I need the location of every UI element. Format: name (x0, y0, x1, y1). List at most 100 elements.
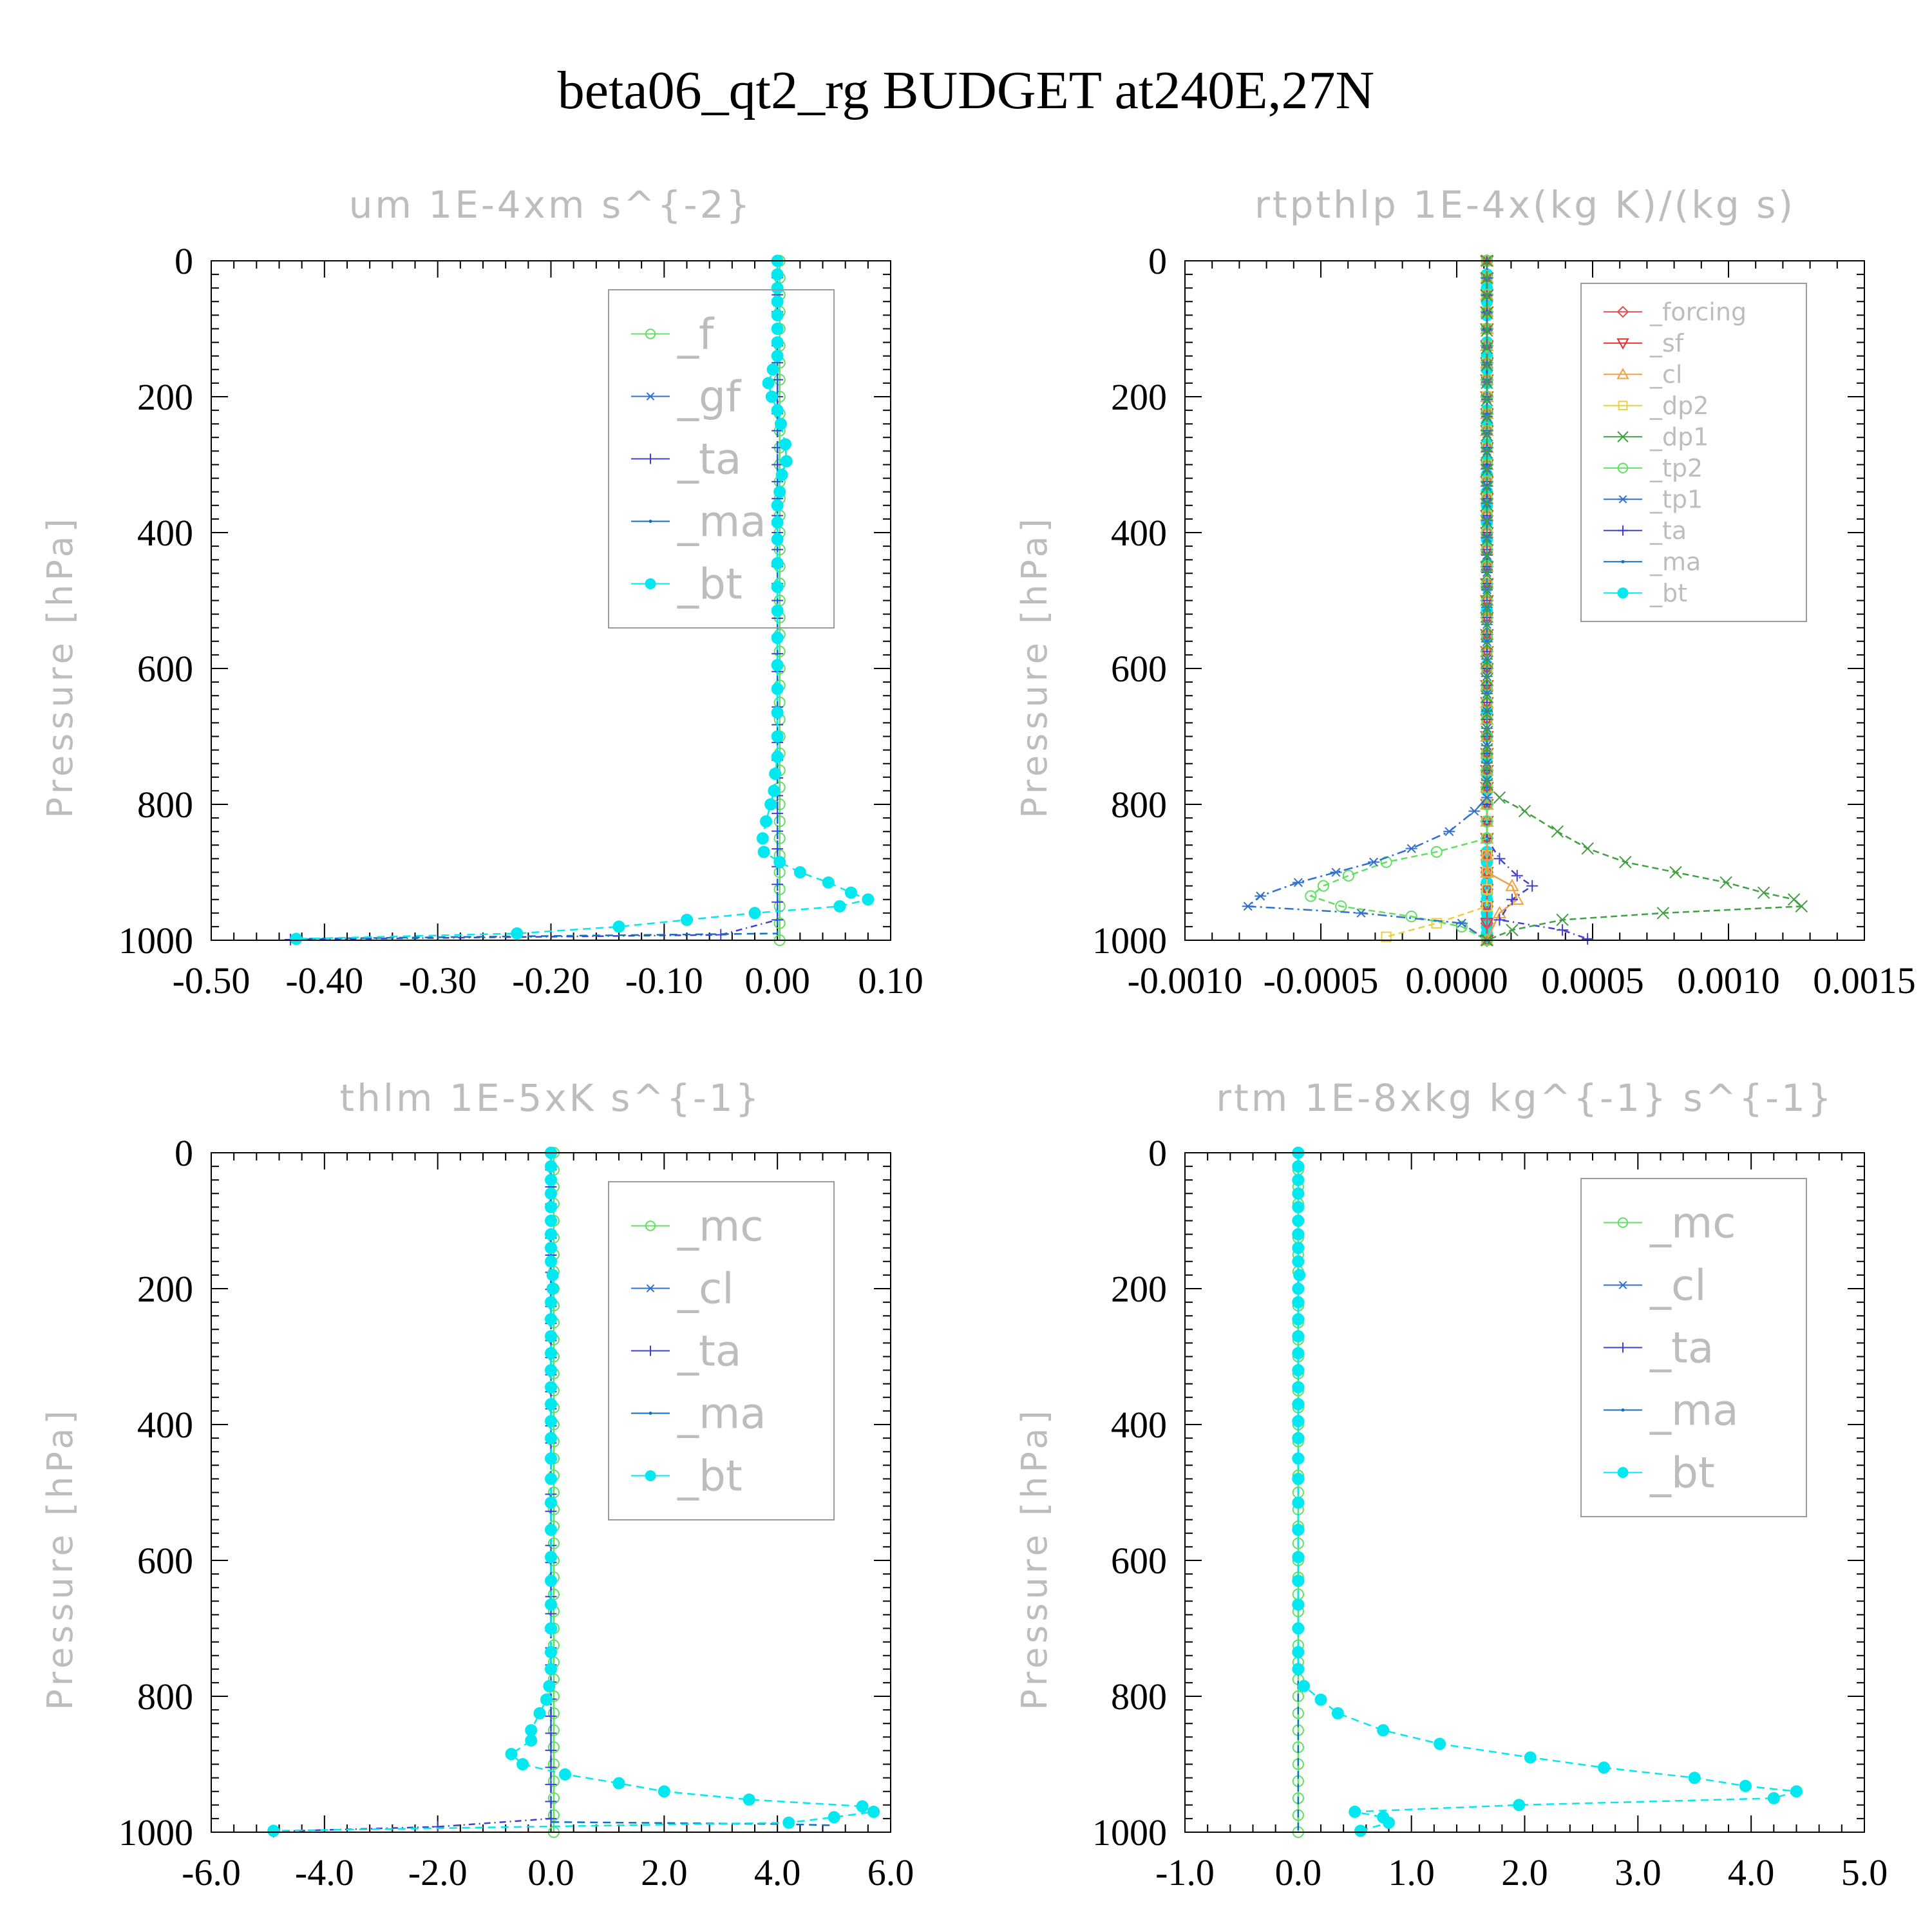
data-point (768, 784, 781, 797)
x-tick-label: -4.0 (295, 1852, 354, 1893)
legend-marker (649, 520, 652, 523)
data-point (1292, 1200, 1305, 1213)
series-bt (267, 1146, 880, 1837)
legend-entry: _ma (631, 1389, 766, 1439)
data-point (1795, 900, 1808, 913)
x-tick-label: 0.0000 (1405, 960, 1508, 1001)
data-point (1292, 1364, 1305, 1377)
legend-marker (1618, 401, 1628, 411)
plot-frame (1184, 1152, 1865, 1833)
y-tick-label: 0 (1148, 1132, 1167, 1174)
legend-label: _bt (677, 1452, 743, 1501)
data-point (1582, 933, 1594, 945)
y-tick-labels: 0 200 400 600 800 1000 (1092, 1132, 1167, 1853)
data-point (1481, 656, 1493, 668)
plot-area (1292, 1146, 1803, 1839)
data-point (545, 1296, 557, 1309)
legend-label: _forcing (1649, 298, 1747, 327)
data-point (1292, 1312, 1305, 1325)
legend-marker (645, 1284, 656, 1293)
x-tick-label: 6.0 (867, 1852, 914, 1893)
data-point (771, 350, 784, 363)
data-point (545, 1496, 557, 1509)
data-point (1506, 923, 1519, 936)
y-axis-label: Pressure [hPa] (1014, 1406, 1055, 1710)
y-tick-label: 800 (1111, 1676, 1167, 1718)
data-point (545, 1812, 557, 1824)
legend-marker (1618, 1281, 1628, 1289)
data-point (1481, 603, 1493, 616)
data-point (1719, 876, 1732, 889)
x-tick-label: -0.0005 (1264, 960, 1379, 1001)
data-point (1493, 791, 1506, 804)
data-point (1292, 1228, 1305, 1241)
y-tick-label: 0 (175, 240, 193, 282)
data-point (1481, 551, 1493, 564)
legend-label: _dp2 (1649, 392, 1709, 420)
legend-label: _ta (677, 435, 741, 484)
x-tick-label: 0.10 (858, 960, 923, 1001)
data-point (1292, 1551, 1305, 1564)
data-point (1757, 886, 1770, 899)
x-tick-label: -0.50 (173, 960, 251, 1001)
data-point (822, 876, 835, 889)
plot-area (1242, 253, 1808, 948)
legend-entry: _dp2 (1604, 392, 1709, 420)
data-point (1481, 429, 1493, 439)
data-point (1292, 1282, 1305, 1295)
panel-title: rtpthlp 1E-4x(kg K)/(kg s) (1255, 183, 1795, 227)
legend-label: _ma (677, 1389, 766, 1439)
data-point (545, 1575, 557, 1587)
data-point (1292, 1452, 1305, 1465)
data-point (1551, 825, 1564, 838)
series-line (1245, 261, 1488, 942)
series-line (1297, 1153, 1797, 1832)
data-point (793, 866, 806, 878)
data-point (1481, 289, 1493, 302)
data-point (1292, 1242, 1305, 1255)
legend-entry: _forcing (1604, 298, 1747, 327)
data-point (545, 1215, 557, 1227)
data-point (771, 533, 784, 546)
data-point (1317, 880, 1330, 892)
legend-label: _mc (1649, 1198, 1736, 1248)
data-point (1292, 1255, 1305, 1268)
data-point (545, 1228, 557, 1241)
data-point (1481, 446, 1493, 459)
data-point (547, 1809, 560, 1821)
legend-entry: _ta (631, 435, 741, 484)
y-tick-label: 400 (1111, 512, 1167, 554)
panel-rtpthlp: rtpthlp 1E-4x(kg K)/(kg s) Pressure [hPa… (1014, 183, 1916, 1001)
legend-label: _ma (1649, 548, 1701, 576)
data-point (828, 1811, 840, 1824)
x-tick-label: -0.10 (625, 960, 703, 1001)
data-point (1383, 1816, 1395, 1829)
legend-label: _gf (677, 372, 742, 422)
data-point (545, 1381, 557, 1394)
data-point (547, 1537, 560, 1549)
data-point (1481, 376, 1493, 390)
y-tick-label: 1000 (1092, 1812, 1167, 1853)
data-point (769, 768, 782, 781)
data-point (1513, 1799, 1526, 1812)
data-point (546, 1269, 559, 1282)
legend-marker (1617, 1217, 1629, 1228)
data-point (658, 1785, 670, 1798)
y-axis-label: Pressure [hPa] (40, 1406, 80, 1710)
y-tick-label: 200 (1111, 1268, 1167, 1310)
x-tick-label: -0.40 (285, 960, 363, 1001)
data-point (844, 886, 857, 899)
data-point (771, 683, 784, 696)
panel-title: thlm 1E-5xK s^{-1} (339, 1076, 761, 1120)
data-point (1481, 481, 1493, 491)
data-point (1342, 869, 1355, 882)
y-tick-labels: 0 200 400 600 800 1000 (1092, 240, 1167, 961)
data-point (1368, 857, 1380, 867)
data-point (1481, 324, 1493, 337)
data-point (773, 815, 786, 828)
data-point (1481, 725, 1493, 738)
data-point (748, 907, 761, 920)
data-point (547, 1707, 560, 1719)
data-point (773, 832, 786, 844)
legend-label: _bt (1649, 1448, 1715, 1498)
